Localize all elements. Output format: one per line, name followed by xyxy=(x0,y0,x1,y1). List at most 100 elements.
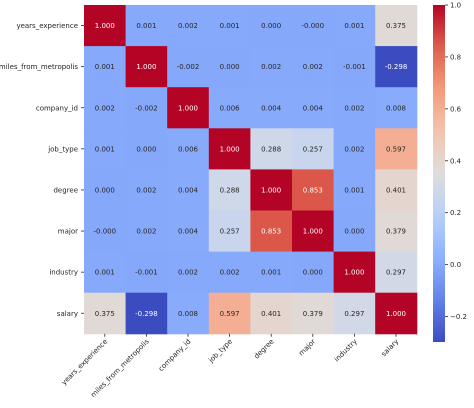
cell-value-label: 1.000 xyxy=(95,22,115,30)
cell-value-label: 0.375 xyxy=(95,310,115,318)
cell-value-label: 0.004 xyxy=(303,104,324,112)
colorbar-tick-label: 0.2 xyxy=(450,209,461,217)
column-label: years_experience xyxy=(60,338,109,387)
heatmap-cell xyxy=(375,251,418,294)
cell-value-label: 0.001 xyxy=(261,269,281,277)
cell-value-label: 0.006 xyxy=(178,145,199,153)
heatmap-cell xyxy=(167,210,210,253)
column-label: job_type xyxy=(207,338,234,365)
heatmap-cell xyxy=(84,46,127,88)
heatmap-cell xyxy=(208,210,251,253)
cell-value-label: 0.004 xyxy=(178,228,199,236)
cell-value-label: 1.000 xyxy=(344,269,364,277)
heatmap-cell xyxy=(84,5,127,47)
heatmap-cell xyxy=(292,128,335,170)
heatmap-cell xyxy=(250,169,293,211)
heatmap-cell xyxy=(208,169,251,211)
cell-value-label: 0.288 xyxy=(220,186,240,194)
cell-value-label: 0.257 xyxy=(220,228,240,236)
cell-value-label: -0.001 xyxy=(135,269,158,277)
heatmap-cell xyxy=(208,5,251,47)
cell-value-label: 0.004 xyxy=(261,104,282,112)
heatmap-cell xyxy=(84,292,127,335)
column-label: major xyxy=(297,337,317,357)
cell-value-label: 0.001 xyxy=(344,22,364,30)
heatmap-cell xyxy=(208,292,251,335)
column-label: salary xyxy=(380,338,401,359)
cell-value-label: -0.000 xyxy=(94,228,117,236)
heatmap-cell xyxy=(375,169,418,211)
heatmap-cell xyxy=(292,5,335,47)
heatmap-cell xyxy=(333,292,376,335)
cell-value-label: -0.000 xyxy=(302,22,325,30)
cell-value-label: 0.297 xyxy=(344,310,364,318)
heatmap-cell-labels: 1.000 0.001 0.002 0.001 0.000 -0.000 0.001 0.37… xyxy=(94,22,408,318)
cell-value-label: -0.298 xyxy=(385,63,408,71)
cell-value-label: 1.000 xyxy=(136,63,156,71)
cell-value-label: 0.297 xyxy=(386,269,406,277)
heatmap-cell xyxy=(125,128,168,170)
heatmap-cell xyxy=(84,251,127,294)
column-label: company_id xyxy=(157,338,192,373)
cell-value-label: -0.298 xyxy=(135,310,158,318)
colorbar-tick-label: 1.0 xyxy=(450,2,461,10)
heatmap-cell xyxy=(333,210,376,253)
cell-value-label: 0.002 xyxy=(261,63,281,71)
cell-value-label: 0.597 xyxy=(220,310,240,318)
row-label: years_experience xyxy=(16,22,78,30)
colorbar: −0.2 0.0 0.2 0.4 0.6 0.8 1.0 xyxy=(433,2,467,342)
heatmap-cell xyxy=(250,5,293,47)
cell-value-label: 0.001 xyxy=(136,22,156,30)
heatmap-cell xyxy=(84,210,127,253)
heatmap-cell xyxy=(250,292,293,335)
heatmap-cell xyxy=(375,87,418,129)
heatmap-cell xyxy=(250,87,293,129)
cell-value-label: -0.001 xyxy=(343,63,366,71)
cell-value-label: 0.002 xyxy=(136,186,156,194)
heatmap-cell xyxy=(292,169,335,211)
cell-value-label: 0.002 xyxy=(303,63,323,71)
cell-value-label: 0.001 xyxy=(344,186,364,194)
heatmap-cell xyxy=(125,292,168,335)
heatmap-cell xyxy=(333,87,376,129)
colorbar-tick-label: 0.6 xyxy=(450,105,462,113)
heatmap-cell xyxy=(375,5,418,47)
cell-value-label: 0.000 xyxy=(136,145,156,153)
heatmap-cell xyxy=(167,251,210,294)
cell-value-label: 0.597 xyxy=(386,145,406,153)
heatmap-cell xyxy=(167,128,210,170)
cell-value-label: 0.002 xyxy=(178,269,198,277)
cell-value-label: 0.257 xyxy=(303,145,323,153)
row-label: industry xyxy=(49,269,78,277)
heatmap-cell xyxy=(375,128,418,170)
heatmap-cells xyxy=(84,5,418,335)
heatmap-cell xyxy=(167,292,210,335)
cell-value-label: 0.375 xyxy=(386,22,406,30)
row-label: job_type xyxy=(47,145,78,153)
cell-value-label: 0.853 xyxy=(303,186,323,194)
row-label: company_id xyxy=(36,104,78,112)
heatmap-cell xyxy=(208,46,251,88)
colorbar-tick-label: 0.0 xyxy=(450,261,461,269)
cell-value-label: 1.000 xyxy=(386,310,406,318)
heatmap-cell xyxy=(333,169,376,211)
heatmap-cell xyxy=(167,5,210,47)
heatmap-cell xyxy=(250,210,293,253)
heatmap-cell xyxy=(84,169,127,211)
cell-value-label: -0.002 xyxy=(135,104,158,112)
heatmap-cell xyxy=(125,210,168,253)
heatmap-cell xyxy=(250,46,293,88)
cell-value-label: 0.001 xyxy=(95,63,115,71)
heatmap-cell xyxy=(167,87,210,129)
cell-value-label: 0.000 xyxy=(95,186,115,194)
heatmap-cell xyxy=(125,251,168,294)
cell-value-label: 0.401 xyxy=(386,186,406,194)
cell-value-label: 0.002 xyxy=(344,145,364,153)
cell-value-label: 0.853 xyxy=(261,228,281,236)
heatmap-cell xyxy=(292,87,335,129)
cell-value-label: 0.002 xyxy=(220,269,240,277)
heatmap-cell xyxy=(333,5,376,47)
row-labels: years_experience miles_from_metropoliscom… xyxy=(0,22,84,318)
